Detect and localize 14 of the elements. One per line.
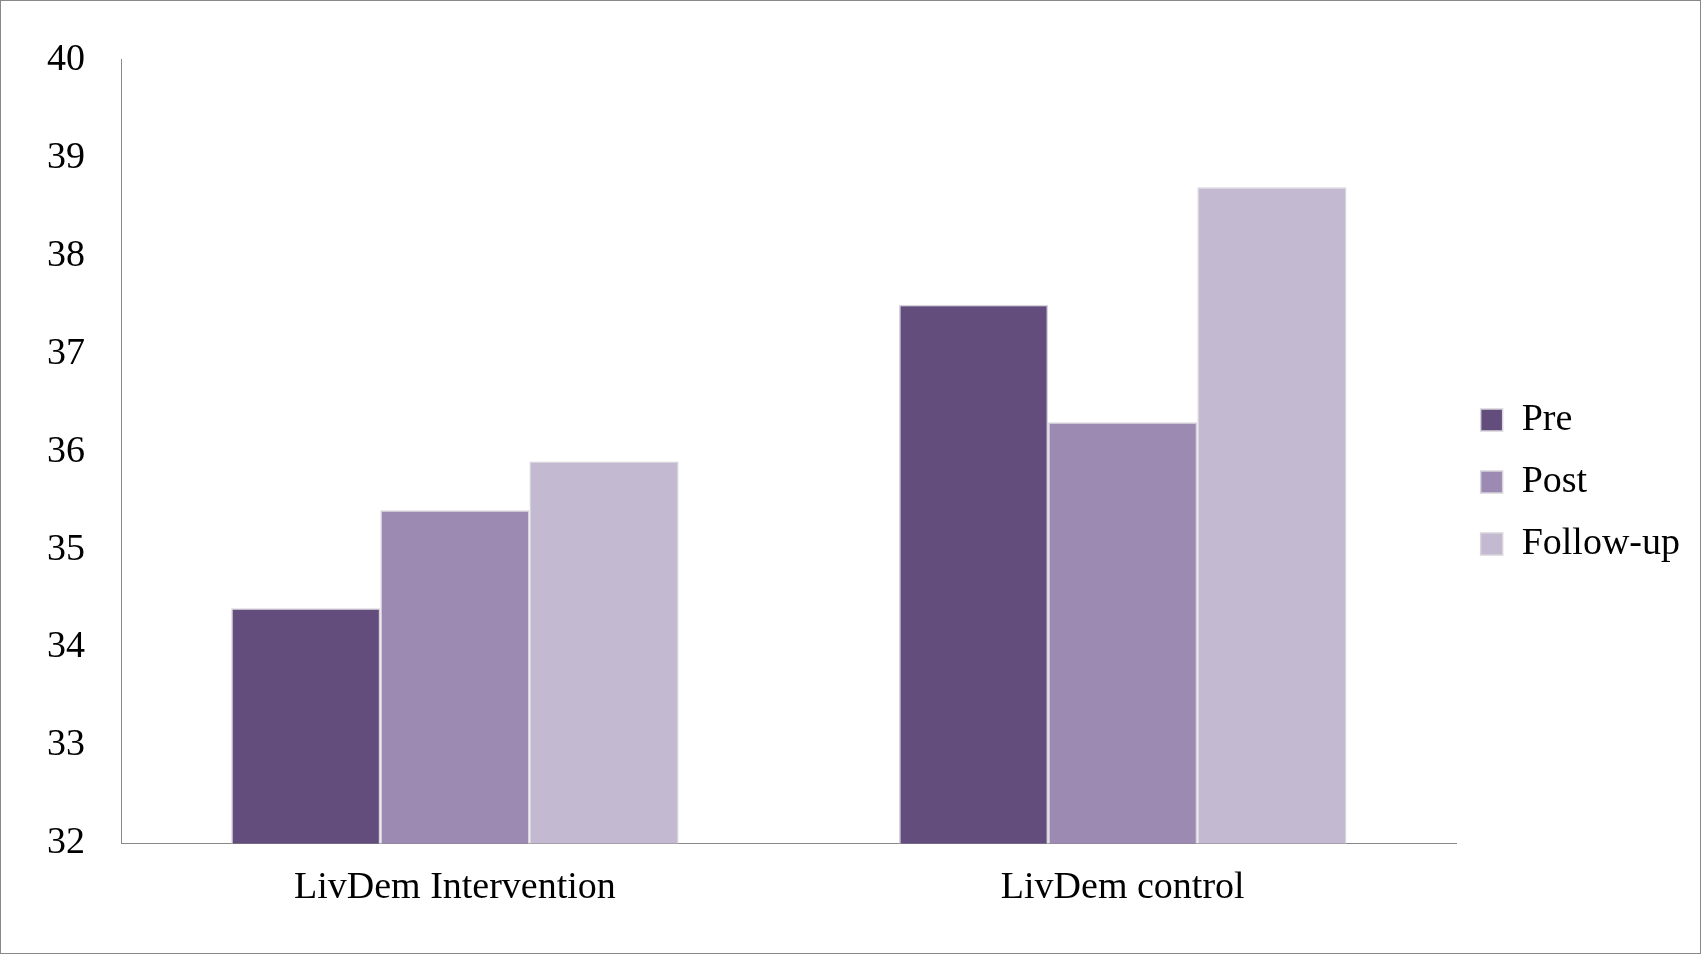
legend-label: Pre (1521, 395, 1573, 438)
y-tick-label: 35 (47, 525, 85, 568)
y-tick-label: 33 (47, 721, 85, 764)
y-tick-label: 36 (47, 427, 85, 470)
legend-label: Follow-up (1521, 519, 1681, 562)
y-tick-label: 40 (47, 35, 85, 78)
y-tick-label: 37 (47, 329, 85, 372)
y-tick-label: 32 (47, 819, 85, 862)
x-tick-label: LivDem Intervention (293, 864, 616, 907)
legend-label: Post (1521, 457, 1588, 500)
y-tick-label: 39 (47, 133, 85, 176)
x-tick-label: LivDem control (1000, 864, 1245, 907)
y-tick-label: 38 (47, 231, 85, 274)
y-tick-label: 34 (47, 623, 85, 666)
